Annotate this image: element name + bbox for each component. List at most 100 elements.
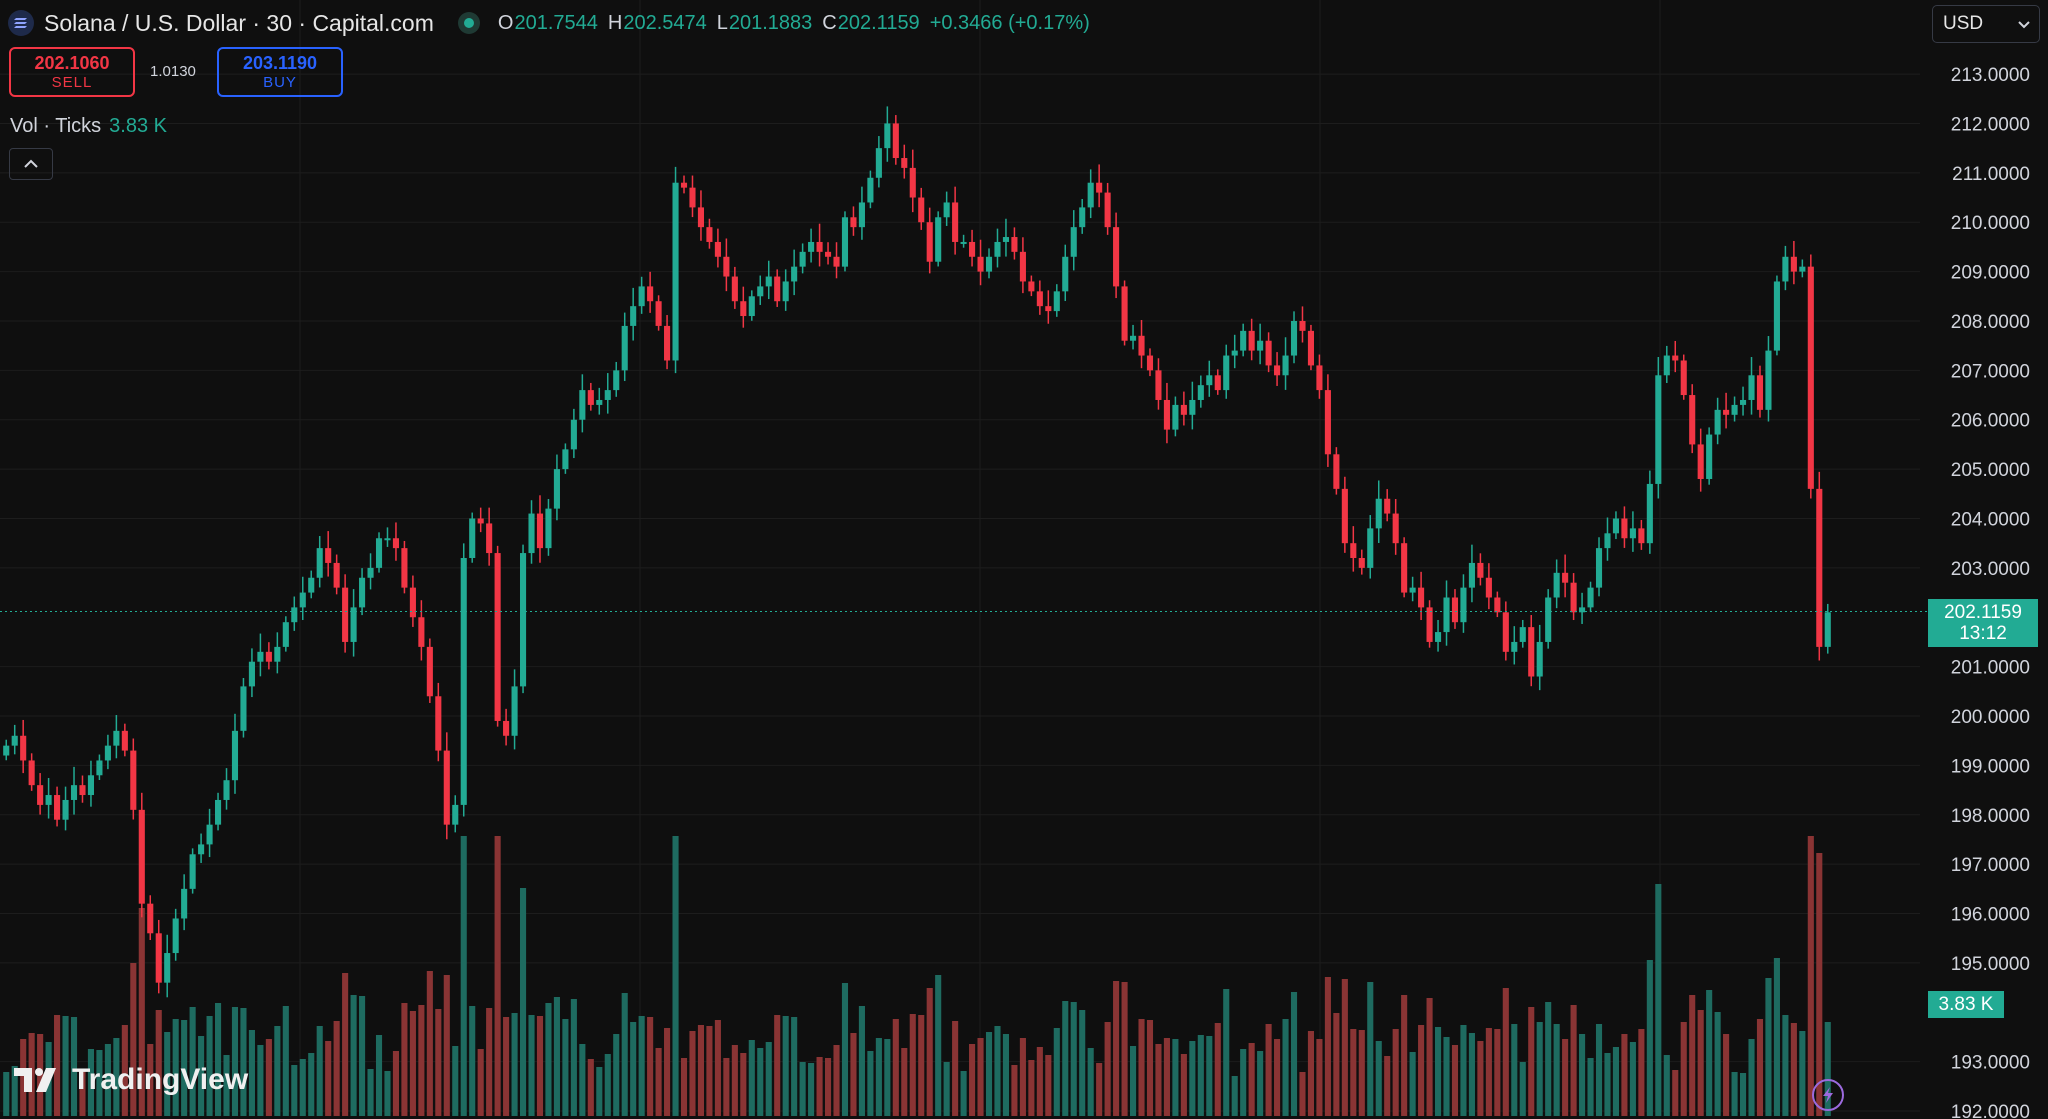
candle-body <box>536 513 544 549</box>
volume-bar <box>1121 982 1128 1116</box>
collapse-legend-button[interactable] <box>9 148 53 180</box>
volume-bar <box>214 1003 222 1116</box>
candle-body <box>1570 582 1577 613</box>
volume-bar <box>731 1045 738 1116</box>
candle-body <box>731 276 738 302</box>
volume-bar <box>1079 1010 1086 1116</box>
symbol-title[interactable]: Solana / U.S. Dollar · 30 · Capital.com <box>44 9 434 36</box>
candle-body <box>1477 562 1484 578</box>
volume-bar <box>1197 1035 1204 1116</box>
candle-body <box>1053 291 1060 312</box>
volume-bar <box>54 1015 61 1116</box>
volume-bar <box>375 1035 383 1116</box>
candle-body <box>706 227 713 242</box>
volume-bar <box>1629 1042 1636 1116</box>
candle-body <box>1045 306 1052 312</box>
candle-body <box>503 720 510 736</box>
candle-body <box>1816 488 1823 647</box>
volume-bar <box>1494 1029 1501 1116</box>
volume-bar <box>1257 1051 1264 1116</box>
volume-bar <box>418 1005 425 1116</box>
volume-bar <box>1638 1029 1645 1116</box>
volume-bar <box>1096 1063 1103 1116</box>
volume-bar <box>884 1039 891 1116</box>
candle-body <box>418 617 425 647</box>
candle-body <box>680 182 688 188</box>
volume-bar <box>740 1053 747 1116</box>
volume-bar <box>1553 1024 1560 1116</box>
market-status-icon[interactable] <box>457 12 480 34</box>
volume-bar <box>1129 1046 1137 1116</box>
volume-bar <box>325 1041 332 1116</box>
volume-bar <box>833 1045 840 1116</box>
volume-bar <box>655 1048 662 1116</box>
volume-bar <box>1706 990 1713 1116</box>
volume-bar <box>918 1015 925 1116</box>
volume-legend[interactable]: Vol · Ticks 3.83 K <box>10 115 167 138</box>
volume-bar <box>638 1016 645 1116</box>
candle-body <box>1638 528 1645 544</box>
volume-bar <box>1621 1034 1628 1116</box>
volume-bar <box>206 1016 213 1116</box>
volume-bar <box>1163 1038 1170 1116</box>
candle-body <box>1307 330 1315 366</box>
symbol-header[interactable]: Solana / U.S. Dollar · 30 · Capital.com … <box>8 8 1090 38</box>
currency-select[interactable]: USD <box>1932 5 2040 43</box>
volume-bar <box>1282 1019 1289 1116</box>
volume-bar <box>359 996 366 1116</box>
volume-bar <box>147 1044 154 1116</box>
candle-body <box>54 795 61 820</box>
candle-body <box>1689 395 1696 445</box>
volume-bar <box>1028 1060 1035 1116</box>
volume-bar <box>1265 1024 1272 1116</box>
candle-body <box>748 296 755 317</box>
candle-body <box>1595 548 1603 588</box>
candle-body <box>1824 612 1831 647</box>
volume-bar <box>20 1039 27 1116</box>
volume-bar <box>316 1026 323 1116</box>
tradingview-logo[interactable]: TradingView <box>14 1063 248 1097</box>
lightning-icon[interactable] <box>1812 1079 1844 1111</box>
candle-body <box>87 775 95 796</box>
volume-bar <box>901 1048 908 1116</box>
volume-bar <box>1604 1053 1611 1116</box>
price-axis-label: 199.0000 <box>1951 756 2030 777</box>
volume-axis-label: 3.83 K <box>1928 991 2004 1018</box>
volume-bar <box>113 1038 120 1116</box>
candle-body <box>1714 409 1721 435</box>
volume-bar <box>291 1065 298 1116</box>
volume-bar <box>782 1016 789 1116</box>
volume-bar <box>469 1006 476 1116</box>
volume-bar <box>401 1003 408 1116</box>
candle-body <box>672 182 679 361</box>
volume-bar <box>536 1016 544 1116</box>
spread-value: 1.0130 <box>150 63 196 80</box>
candle-body <box>647 286 654 302</box>
candle-body <box>519 553 527 687</box>
volume-bar <box>647 1017 654 1116</box>
candle-body <box>1019 251 1026 282</box>
volume-bar <box>1384 1056 1391 1116</box>
volume-bar <box>155 1010 162 1116</box>
volume-bar <box>96 1050 103 1116</box>
currency-value: USD <box>1943 13 1984 34</box>
candle-body <box>689 187 696 208</box>
candle-body <box>1299 320 1306 331</box>
sell-button[interactable]: 202.1060 SELL <box>9 47 135 97</box>
candle-body <box>587 390 594 405</box>
price-axis[interactable]: 213.0000 212.0000 211.0000 210.0000 209.0000… <box>1951 65 2030 1119</box>
volume-bar <box>621 993 628 1116</box>
volume-bar <box>1765 978 1772 1116</box>
volume-bar <box>723 1058 730 1116</box>
candle-body <box>392 538 400 549</box>
candle-body <box>570 419 577 450</box>
volume-bar <box>308 1053 315 1116</box>
buy-button[interactable]: 203.1190 BUY <box>217 47 343 97</box>
candle-body <box>613 370 620 391</box>
candle-body <box>1265 340 1272 366</box>
volume-bar <box>994 1026 1001 1116</box>
volume-bar <box>1502 988 1509 1116</box>
candle-body <box>511 686 518 736</box>
volume-bar <box>664 1028 671 1116</box>
